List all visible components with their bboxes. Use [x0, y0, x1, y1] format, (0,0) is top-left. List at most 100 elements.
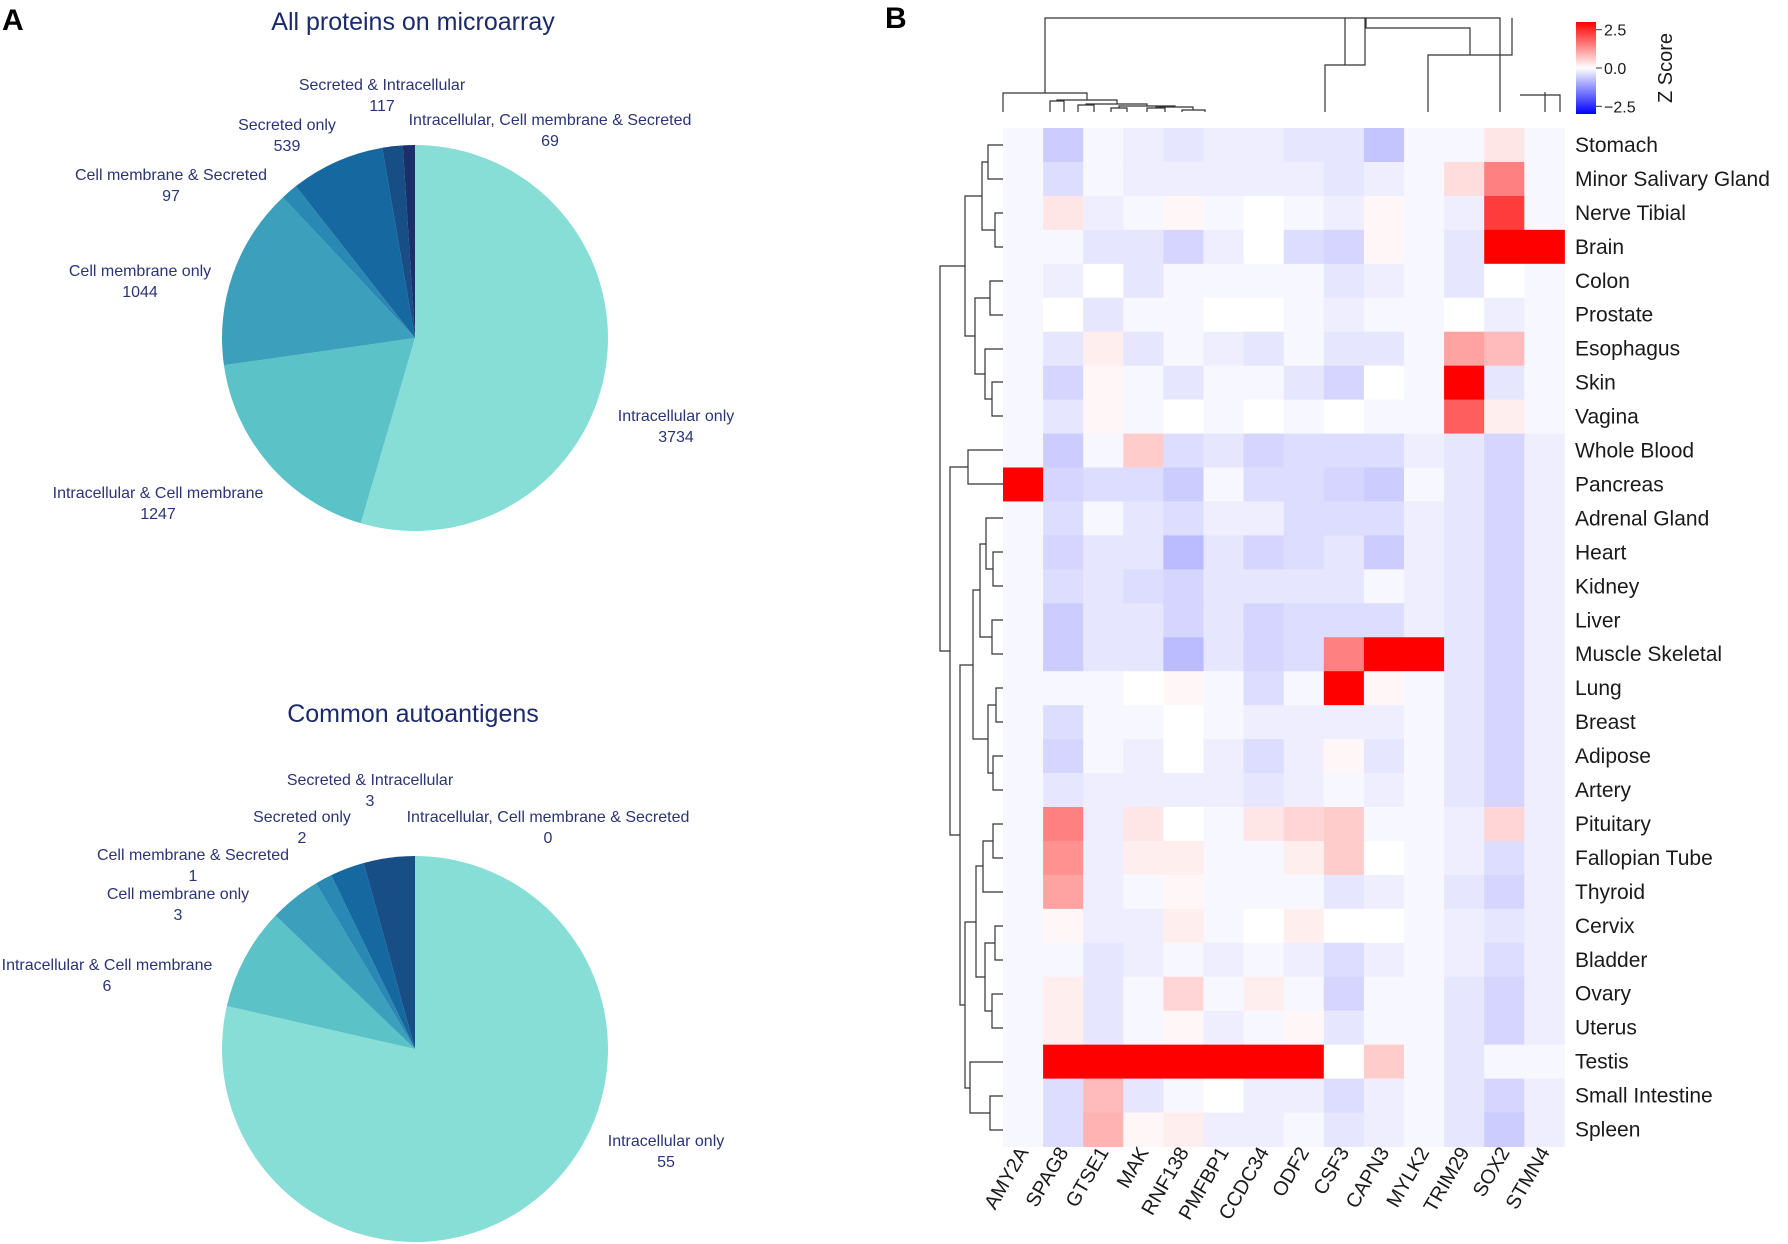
heatmap-cell	[1484, 807, 1525, 842]
heatmap-cell	[1363, 433, 1405, 468]
heatmap-cell	[1283, 331, 1325, 367]
heatmap-cell	[1444, 840, 1485, 876]
heatmap-cell	[1363, 976, 1405, 1012]
heatmap-cell	[1323, 535, 1365, 570]
heatmap-cell	[1363, 671, 1405, 706]
heatmap-cell	[1484, 365, 1525, 401]
heatmap-cell	[1243, 399, 1285, 435]
heatmap-cell	[1363, 467, 1405, 502]
heatmap-cell	[1083, 908, 1124, 944]
heatmap-cell	[1323, 1078, 1365, 1114]
heatmap-cell	[1003, 671, 1044, 706]
heatmap-cell	[1203, 1010, 1245, 1046]
heatmap-cell	[1363, 399, 1405, 435]
heatmap-cell	[1123, 1010, 1164, 1046]
heatmap-cell	[1404, 1112, 1445, 1147]
heatmap-cell	[1083, 874, 1124, 910]
heatmap-cell	[1444, 1010, 1485, 1046]
heatmap-cell	[1444, 501, 1485, 536]
heatmap-cell	[1203, 908, 1245, 944]
row-label: Nerve Tibial	[1575, 202, 1686, 225]
heatmap-cell	[1524, 1044, 1565, 1080]
row-dendro-link	[991, 619, 1003, 655]
heatmap-cell	[1444, 297, 1485, 333]
pie2-slice-value-2: 3	[174, 907, 183, 924]
heatmap-cell	[1283, 1044, 1325, 1080]
heatmap-cell	[1363, 263, 1405, 299]
heatmap-cell	[1043, 840, 1084, 876]
heatmap-cell	[1444, 399, 1485, 435]
heatmap-cell	[1123, 331, 1164, 367]
heatmap-cell	[1323, 671, 1365, 706]
pie2-slice-label-2: Cell membrane only	[107, 886, 249, 903]
heatmap-cell	[1444, 739, 1485, 774]
heatmap-cell	[1484, 739, 1525, 774]
heatmap-cell	[1123, 535, 1164, 570]
heatmap-cell	[1043, 1044, 1084, 1080]
heatmap-cell	[1163, 739, 1204, 774]
heatmap-cell	[1404, 603, 1445, 638]
heatmap-cell	[1203, 874, 1245, 910]
heatmap-cell	[1123, 671, 1164, 706]
heatmap-cell	[1083, 195, 1124, 231]
heatmap-cell	[1203, 195, 1245, 231]
heatmap-cell	[1123, 637, 1164, 672]
heatmap-cell	[1323, 433, 1365, 468]
heatmap-cell	[1003, 399, 1044, 435]
heatmap-cell	[1083, 569, 1124, 604]
heatmap-cell	[1123, 874, 1164, 910]
heatmap-cell	[1484, 1044, 1525, 1080]
heatmap-cell	[1404, 807, 1445, 842]
heatmap-cell	[1404, 297, 1445, 333]
heatmap-cell	[1484, 671, 1525, 706]
heatmap-cell	[1203, 807, 1245, 842]
heatmap-cell	[1444, 161, 1485, 197]
heatmap-cell	[1404, 908, 1445, 944]
heatmap-cell	[1484, 229, 1525, 265]
heatmap-cell	[1323, 603, 1365, 638]
heatmap-cell	[1203, 161, 1245, 197]
heatmap-cells	[1003, 128, 1565, 1147]
heatmap-cell	[1243, 229, 1285, 265]
heatmap-cell	[1203, 637, 1245, 672]
heatmap-cell	[1444, 1112, 1485, 1147]
heatmap-cell	[1083, 773, 1124, 808]
heatmap-cell	[1243, 263, 1285, 299]
heatmap-cell	[1163, 637, 1204, 672]
heatmap-cell	[1524, 365, 1565, 401]
heatmap-cell	[1003, 365, 1044, 401]
heatmap-cell	[1484, 501, 1525, 536]
row-label: Muscle Skeletal	[1575, 643, 1722, 666]
heatmap-cell	[1243, 874, 1285, 910]
heatmap-cell	[1323, 874, 1365, 910]
pie2-slice-4	[331, 862, 415, 1049]
heatmap-cell	[1283, 297, 1325, 333]
heatmap-cell	[1363, 1010, 1405, 1046]
heatmap-cell	[1323, 297, 1365, 333]
heatmap-cell	[1203, 705, 1245, 740]
heatmap-cell	[1163, 128, 1204, 163]
row-label: Whole Blood	[1575, 440, 1694, 463]
heatmap-cell	[1083, 1010, 1124, 1046]
heatmap-cell	[1524, 874, 1565, 910]
heatmap-cell	[1323, 195, 1365, 231]
heatmap-cell	[1083, 501, 1124, 536]
heatmap-cell	[1484, 161, 1525, 197]
heatmap-cell	[1404, 1044, 1445, 1080]
pie1-slice-3	[282, 186, 415, 338]
heatmap-cell	[1243, 501, 1285, 536]
pie2-slice-label-6: Intracellular, Cell membrane & Secreted	[407, 809, 690, 826]
heatmap-cell	[1163, 229, 1204, 265]
pie1-slice-label-2: Cell membrane only	[69, 263, 211, 280]
colorbar-tick-label: 0.0	[1604, 61, 1626, 78]
heatmap-cell	[1083, 161, 1124, 197]
heatmap-cell	[1524, 331, 1565, 367]
heatmap-cell	[1363, 908, 1405, 944]
heatmap-cell	[1484, 908, 1525, 944]
heatmap-cell	[1444, 128, 1485, 163]
row-dendro-link	[989, 1095, 1003, 1131]
colorbar-ticks: 2.5 0.0 −2.5	[1596, 23, 1636, 116]
heatmap-cell	[1323, 263, 1365, 299]
heatmap-cell	[1043, 433, 1084, 468]
heatmap-cell	[1524, 535, 1565, 570]
